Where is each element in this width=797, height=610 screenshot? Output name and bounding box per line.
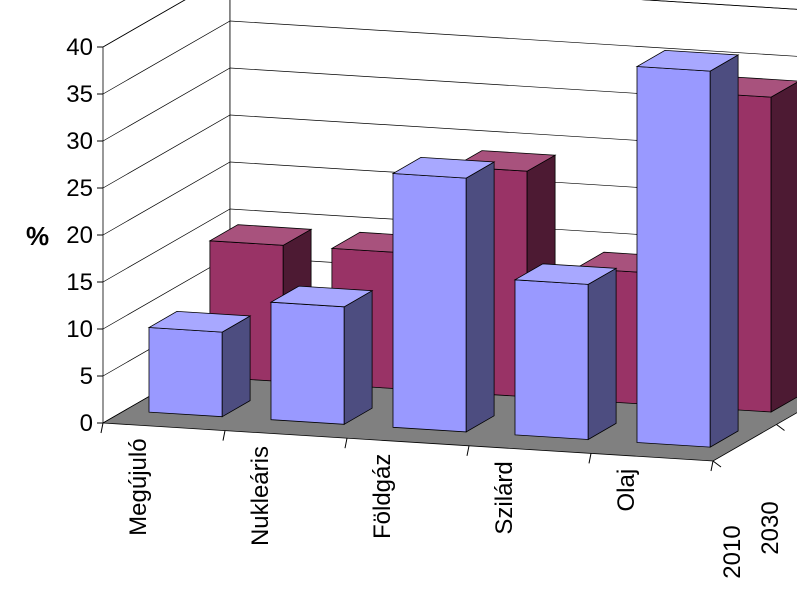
bars <box>147 49 797 448</box>
y-tick-label: 5 <box>80 363 93 390</box>
y-tick-label: 30 <box>66 128 93 155</box>
y-tick-label: 10 <box>66 316 93 343</box>
category-label: Földgáz <box>369 454 396 539</box>
x-tick-mark <box>588 453 592 464</box>
bar-2010-1 <box>269 285 374 425</box>
x-tick-mark <box>100 422 104 434</box>
gridline <box>102 0 797 48</box>
category-label: Olaj <box>613 469 640 512</box>
gridline <box>102 20 797 95</box>
y-tick-label: 25 <box>66 175 93 202</box>
x-tick-mark <box>222 430 226 441</box>
x-tick-mark <box>344 438 348 449</box>
depth-tick-mark <box>776 424 785 431</box>
y-axis-label: % <box>26 221 49 251</box>
x-tick-mark <box>710 460 714 472</box>
y-tick-label: 20 <box>66 222 93 249</box>
series-depth-labels: 2010 2030 <box>719 501 784 578</box>
bar-2010-2 <box>391 156 496 433</box>
y-axis-ticks: 0 5 10 15 20 25 30 35 40 <box>66 34 103 437</box>
bar-2010-0 <box>147 310 252 418</box>
category-label: Megújuló <box>125 438 152 535</box>
bar-2010-3 <box>513 263 618 441</box>
category-labels: Megújuló Nukleáris Földgáz Szilárd Olaj <box>125 438 640 546</box>
y-tick-label: 0 <box>80 410 93 437</box>
y-tick-label: 15 <box>66 269 93 296</box>
bar-2010-4 <box>635 49 740 448</box>
series-label: 2030 <box>757 501 784 554</box>
y-tick-label: 35 <box>66 81 93 108</box>
x-tick-mark <box>466 445 470 456</box>
category-label: Nukleáris <box>247 446 274 546</box>
y-tick-label: 40 <box>66 34 93 61</box>
depth-tick-mark <box>712 460 722 468</box>
category-label: Szilárd <box>491 461 518 534</box>
series-label: 2010 <box>719 525 746 578</box>
